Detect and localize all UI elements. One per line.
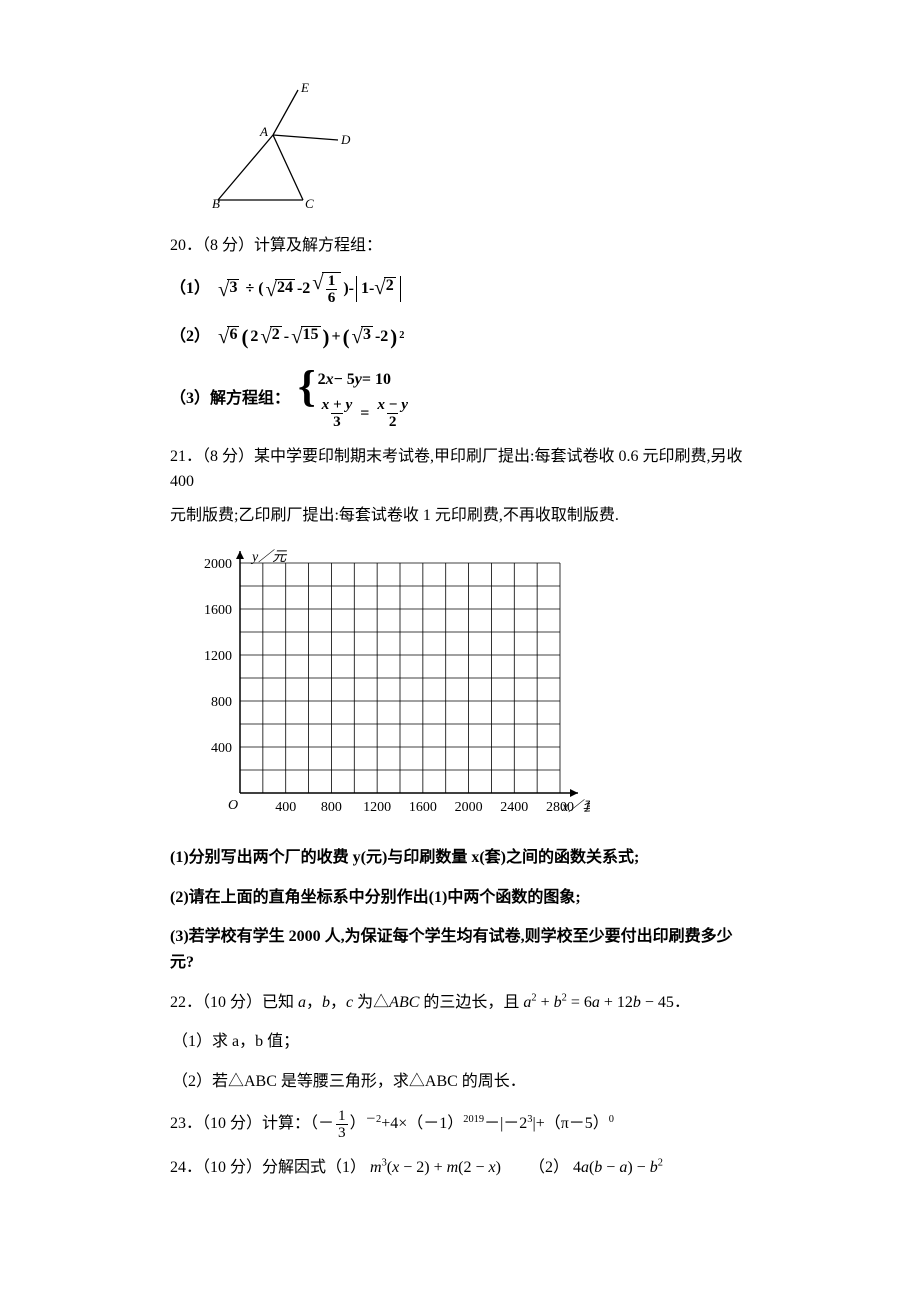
svg-text:2400: 2400 bbox=[500, 800, 528, 815]
q23-prefix: 23．（10 分）计算：（－ bbox=[170, 1116, 334, 1133]
q21-sub3: (3)若学校有学生 2000 人,为保证每个学生均有试卷,则学校至少要付出印刷费… bbox=[170, 924, 750, 975]
q22-abc: ABC bbox=[389, 994, 419, 1011]
svg-text:2000: 2000 bbox=[455, 800, 483, 815]
svg-text:400: 400 bbox=[211, 741, 232, 756]
blank-grid-chart: 400 800 1200 1600 2000 400 800 1200 1600 2000 2400… bbox=[170, 543, 750, 832]
q21-line1: 21．（8 分）某中学要印制期末考试卷,甲印刷厂提出:每套试卷收 0.6 元印刷… bbox=[170, 444, 750, 495]
svg-text:1600: 1600 bbox=[204, 603, 232, 618]
q23-mid4: |+（π－5） bbox=[532, 1116, 608, 1133]
q20-p1-label: （1） bbox=[170, 276, 210, 302]
q23-mid2: +4×（－1） bbox=[381, 1116, 463, 1133]
q20-p3-label: （3）解方程组： bbox=[170, 386, 290, 412]
svg-text:2000: 2000 bbox=[204, 557, 232, 572]
q23-exp-2019: 2019 bbox=[463, 1114, 484, 1125]
q23-mid3: －|－2 bbox=[484, 1116, 527, 1133]
q20-part1: （1） √3 ÷ (√24-2√16)-1-√2 bbox=[170, 272, 750, 306]
q23-exp-0: 0 bbox=[609, 1114, 614, 1125]
q23-exp-neg2: －2 bbox=[366, 1114, 382, 1125]
q20-header: 20．（8 分）计算及解方程组： bbox=[170, 233, 750, 259]
q22-a: a bbox=[298, 994, 306, 1011]
q24-gap: （2） bbox=[529, 1159, 569, 1176]
q20-part3: （3）解方程组： { 2x − 5y = 10 x + y3 = x − y2 bbox=[170, 367, 750, 430]
q21-line2: 元制版费;乙印刷厂提出:每套试卷收 1 元印刷费,不再收取制版费. bbox=[170, 503, 750, 529]
svg-text:x／套: x／套 bbox=[561, 799, 590, 815]
label-B: B bbox=[212, 196, 220, 210]
q22-header: 22．（10 分）已知 a，b，c 为△ABC 的三边长，且 a2 + b2 =… bbox=[170, 990, 750, 1016]
q20-p2-label: （2） bbox=[170, 324, 210, 350]
q22-after: 的三边长，且 bbox=[419, 994, 523, 1011]
label-A: A bbox=[259, 124, 268, 139]
q21-sub2: (2)请在上面的直角坐标系中分别作出(1)中两个函数的图象; bbox=[170, 885, 750, 911]
q21-sub1: (1)分别写出两个厂的收费 y(元)与印刷数量 x(套)之间的函数关系式; bbox=[170, 845, 750, 871]
svg-text:y／元: y／元 bbox=[250, 549, 287, 565]
q22-prefix: 22．（10 分）已知 bbox=[170, 994, 298, 1011]
svg-text:O: O bbox=[228, 798, 238, 813]
q20-part2: （2） √6 (2√2-√15)+(√3-2)2 bbox=[170, 320, 750, 353]
q23-mid1: ） bbox=[350, 1116, 366, 1133]
q24-prefix: 24．（10 分）分解因式（1） bbox=[170, 1159, 366, 1176]
svg-text:800: 800 bbox=[321, 800, 342, 815]
q23-frac-den: 3 bbox=[336, 1124, 348, 1141]
q24-line: 24．（10 分）分解因式（1） m3(x − 2) + m(2 − x) （2… bbox=[170, 1155, 750, 1181]
q22-sub1: （1）求 a，b 值； bbox=[172, 1029, 750, 1055]
svg-text:400: 400 bbox=[275, 800, 296, 815]
svg-text:1200: 1200 bbox=[204, 649, 232, 664]
label-E: E bbox=[300, 80, 309, 95]
triangle-figure: B C A E D bbox=[198, 80, 750, 219]
svg-text:1200: 1200 bbox=[363, 800, 391, 815]
q23-frac-num: 1 bbox=[336, 1108, 348, 1124]
label-D: D bbox=[340, 132, 351, 147]
svg-text:1600: 1600 bbox=[409, 800, 437, 815]
q22-b: b bbox=[322, 994, 330, 1011]
svg-text:800: 800 bbox=[211, 695, 232, 710]
label-C: C bbox=[305, 196, 314, 210]
q22-tri: 为△ bbox=[353, 994, 389, 1011]
q23-line: 23．（10 分）计算：（－13）－2+4×（－1）2019－|－23|+（π－… bbox=[170, 1108, 750, 1141]
q22-end: ． bbox=[674, 994, 690, 1011]
q22-sub2: （2）若△ABC 是等腰三角形，求△ABC 的周长． bbox=[172, 1069, 750, 1095]
